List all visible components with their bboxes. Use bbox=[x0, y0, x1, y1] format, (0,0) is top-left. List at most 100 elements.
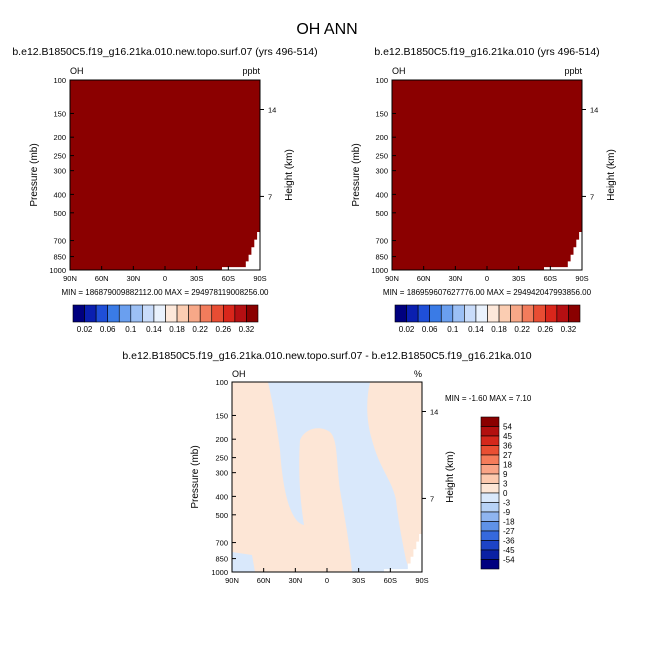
y-tick-label: 100 bbox=[53, 76, 66, 85]
panel-diff-negative-region bbox=[268, 382, 410, 572]
y-tick-label: 300 bbox=[375, 167, 388, 176]
panel-left-height-ticks: 14 7 bbox=[260, 106, 276, 201]
panel-diff-x-ticks: 90N 60N 30N 0 30S 60S 90S bbox=[225, 568, 429, 585]
colorbar-label: 0.1 bbox=[125, 325, 137, 334]
x-tick-label: 90N bbox=[63, 274, 77, 283]
y-tick-label: 200 bbox=[215, 435, 228, 444]
x-tick-label: 30S bbox=[512, 274, 525, 283]
y-tick-label: 250 bbox=[375, 152, 388, 161]
panel-right-topography-mask bbox=[544, 232, 582, 270]
panel-left-topography-mask bbox=[222, 232, 260, 270]
panel-diff-stats: MIN = -1.60 MAX = 7.10 bbox=[445, 394, 532, 403]
y-tick-label: 700 bbox=[375, 237, 388, 246]
colorbar-label: 0.22 bbox=[192, 325, 208, 334]
colorbar-label: -27 bbox=[503, 527, 515, 536]
colorbar-swatch bbox=[480, 549, 500, 560]
panel-diff-ylabel: Pressure (mb) bbox=[190, 445, 201, 508]
panel-right-height-ticks: 14 7 bbox=[582, 106, 598, 201]
y-tick-label: 150 bbox=[375, 109, 388, 118]
colorbar-swatch bbox=[480, 416, 500, 427]
x-tick-label: 60N bbox=[417, 274, 431, 283]
y-tick-label: 400 bbox=[375, 190, 388, 199]
colorbar-swatch bbox=[84, 304, 97, 323]
y-tick-label: 200 bbox=[375, 133, 388, 142]
colorbar-label: -45 bbox=[503, 546, 515, 555]
colorbar-swatch bbox=[510, 304, 523, 323]
colorbar-swatch bbox=[480, 426, 500, 437]
x-tick-label: 30N bbox=[288, 576, 302, 585]
panel-left-colorbar: 0.02 0.06 0.1 0.14 0.18 0.22 0.26 0.32 bbox=[72, 304, 259, 334]
colorbar-swatch bbox=[199, 304, 213, 323]
colorbar-swatch bbox=[480, 521, 500, 532]
colorbar-label: 0.06 bbox=[100, 325, 116, 334]
colorbar-swatch bbox=[188, 304, 201, 323]
x-tick-label: 90S bbox=[253, 274, 266, 283]
y-tick-label: 500 bbox=[53, 209, 66, 218]
y-tick-label: 250 bbox=[53, 152, 66, 161]
height-tick-label: 14 bbox=[590, 106, 598, 115]
colorbar-swatch bbox=[533, 304, 546, 323]
colorbar-swatch bbox=[130, 304, 143, 323]
y-tick-label: 200 bbox=[53, 133, 66, 142]
height-tick-label: 7 bbox=[268, 192, 272, 201]
colorbar-swatch bbox=[440, 304, 454, 323]
colorbar-label: 0 bbox=[503, 489, 508, 498]
panel-left-variable-label: OH bbox=[70, 66, 84, 76]
colorbar-label: 0.32 bbox=[561, 325, 577, 334]
panel-right-units-label: ppbt bbox=[564, 66, 582, 76]
y-tick-label: 1000 bbox=[49, 266, 66, 275]
panel-left: b.e12.B1850C5.f19_g16.21ka.010.new.topo.… bbox=[12, 46, 317, 334]
panel-left-units-label: ppbt bbox=[242, 66, 260, 76]
y-tick-label: 500 bbox=[215, 511, 228, 520]
panel-right-field bbox=[392, 80, 582, 270]
x-tick-label: 30N bbox=[448, 274, 462, 283]
colorbar-swatch bbox=[521, 304, 535, 323]
colorbar-swatch bbox=[475, 304, 488, 323]
colorbar-swatch bbox=[480, 464, 500, 475]
panel-diff: b.e12.B1850C5.f19_g16.21ka.010.new.topo.… bbox=[122, 350, 531, 585]
panel-diff-y-ticks: 100 150 200 250 300 400 500 700 850 1000 bbox=[211, 378, 236, 577]
colorbar-label: 3 bbox=[503, 480, 508, 489]
colorbar-label: 0.26 bbox=[216, 325, 232, 334]
colorbar-swatch bbox=[480, 559, 500, 570]
colorbar-swatch bbox=[452, 304, 465, 323]
panel-right-stats: MIN = 186959607627776.00 MAX = 294942047… bbox=[383, 288, 592, 297]
panel-left-x-ticks: 90N 60N 30N 0 30S 60S 90S bbox=[63, 266, 267, 283]
y-tick-label: 700 bbox=[53, 237, 66, 246]
colorbar-swatch bbox=[545, 304, 558, 323]
colorbar-swatch bbox=[480, 445, 500, 456]
colorbar-swatch bbox=[95, 304, 108, 323]
colorbar-swatch bbox=[223, 304, 236, 323]
colorbar-label: 0.1 bbox=[447, 325, 459, 334]
colorbar-swatch bbox=[176, 304, 189, 323]
colorbar-label: 0.18 bbox=[169, 325, 185, 334]
colorbar-swatch bbox=[480, 473, 500, 484]
panel-left-field bbox=[70, 80, 260, 270]
colorbar-label: 36 bbox=[503, 442, 512, 451]
figure-title: OH ANN bbox=[296, 21, 357, 38]
colorbar-label: 0.18 bbox=[491, 325, 507, 334]
colorbar-label: -36 bbox=[503, 537, 515, 546]
colorbar-label: 0.26 bbox=[538, 325, 554, 334]
height-tick-label: 14 bbox=[268, 106, 276, 115]
y-tick-label: 300 bbox=[215, 469, 228, 478]
x-tick-label: 60S bbox=[222, 274, 235, 283]
y-tick-label: 850 bbox=[53, 253, 66, 262]
colorbar-swatch bbox=[480, 530, 500, 541]
colorbar-swatch bbox=[394, 304, 407, 323]
colorbar-label: 0.22 bbox=[514, 325, 530, 334]
colorbar-label: 0.32 bbox=[239, 325, 255, 334]
colorbar-swatch bbox=[246, 304, 259, 323]
panel-right-y-ticks: 100 150 200 250 300 400 500 700 850 1000 bbox=[371, 76, 396, 275]
colorbar-swatch bbox=[480, 511, 500, 522]
colorbar-swatch bbox=[165, 304, 178, 323]
x-tick-label: 90N bbox=[225, 576, 239, 585]
y-tick-label: 700 bbox=[215, 539, 228, 548]
x-tick-label: 0 bbox=[163, 274, 167, 283]
panel-right-x-ticks: 90N 60N 30N 0 30S 60S 90S bbox=[385, 266, 589, 283]
x-tick-label: 30S bbox=[352, 576, 365, 585]
panel-left-y-ticks: 100 150 200 250 300 400 500 700 850 1000 bbox=[49, 76, 74, 275]
y-tick-label: 850 bbox=[215, 555, 228, 564]
colorbar-swatch bbox=[464, 304, 477, 323]
y-tick-label: 400 bbox=[53, 190, 66, 199]
